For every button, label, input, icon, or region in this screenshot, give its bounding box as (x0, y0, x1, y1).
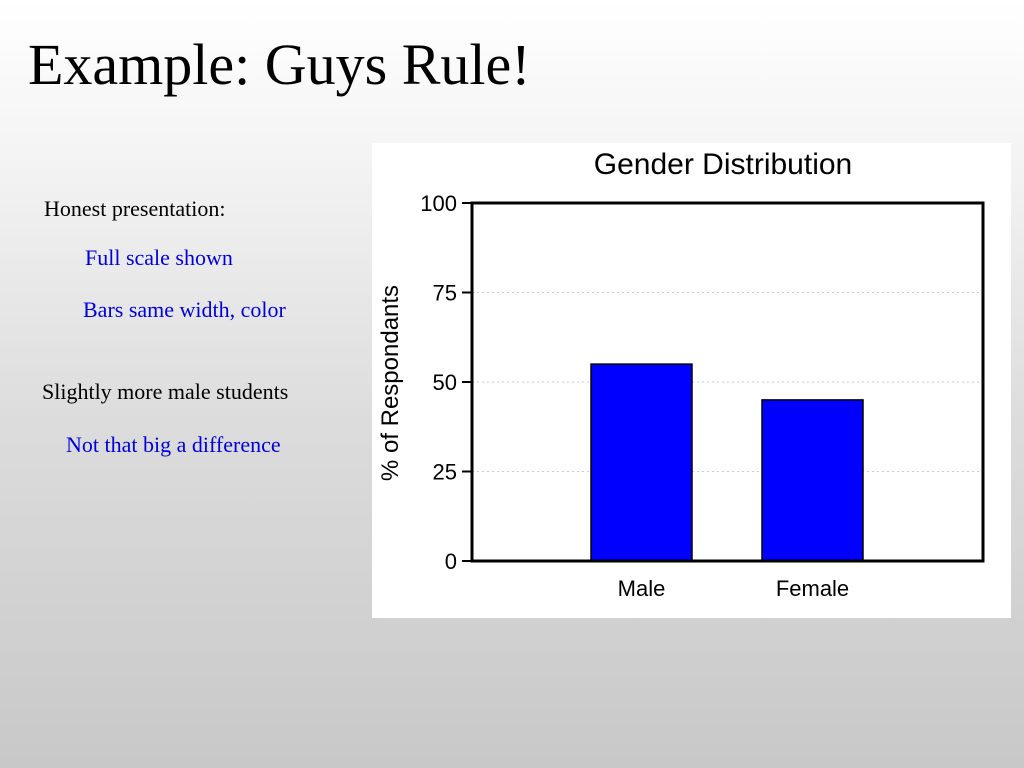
x-axis-ticks: Male Female (618, 576, 850, 601)
y-tick-label-50: 50 (433, 370, 457, 395)
y-tick-label-25: 25 (433, 460, 457, 485)
chart-title: Gender Distribution (594, 148, 852, 181)
slide-title: Example: Guys Rule! (28, 32, 531, 97)
bars (590, 363, 864, 562)
note-slightly-more-male: Slightly more male students (42, 379, 289, 404)
note-not-big-difference: Not that big a difference (66, 432, 281, 457)
note-honest-presentation: Honest presentation: (44, 196, 226, 221)
note-full-scale-shown: Full scale shown (85, 245, 233, 270)
bar-male (590, 363, 693, 562)
y-tick-label-100: 100 (420, 191, 457, 216)
x-tick-label-female: Female (776, 576, 849, 601)
x-tick-label-male: Male (618, 576, 666, 601)
grid-lines (472, 292, 983, 472)
bar-female (761, 399, 864, 562)
y-tick-label-75: 75 (433, 281, 457, 306)
y-tick-label-0: 0 (445, 549, 457, 574)
y-axis-ticks: 0 25 50 75 100 (420, 191, 472, 574)
chart-panel: Gender Distribution 0 25 50 75 100 Male Femal… (372, 143, 1011, 618)
y-axis-label: % of Respondants (377, 285, 404, 481)
note-bars-same-width: Bars same width, color (83, 297, 286, 322)
bar-chart: Gender Distribution 0 25 50 75 100 Male Femal… (377, 148, 985, 601)
